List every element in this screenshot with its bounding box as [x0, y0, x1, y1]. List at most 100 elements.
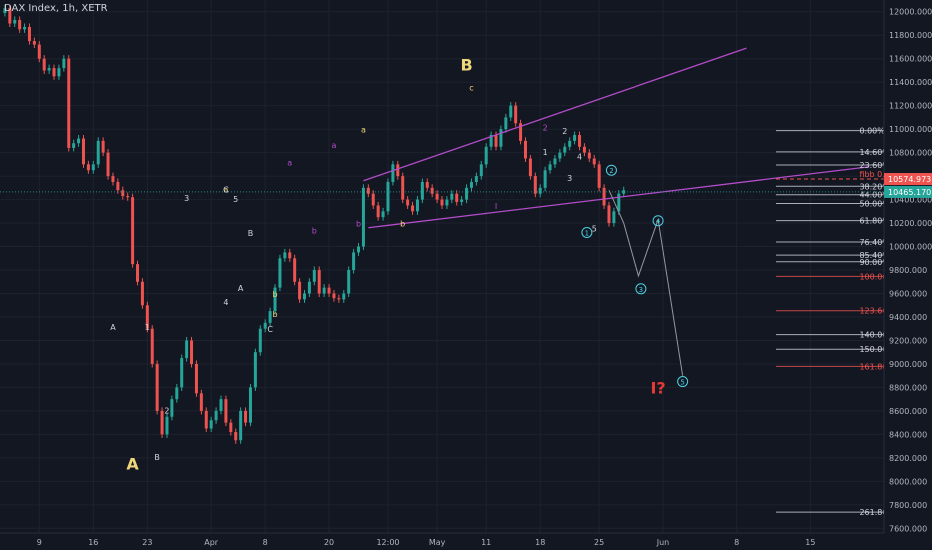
- candle-body: [406, 199, 410, 206]
- candle-body: [499, 129, 503, 147]
- y-tick-label: 8200.000: [889, 454, 927, 463]
- candle-body: [288, 252, 292, 259]
- candle-body: [62, 58, 66, 69]
- candle-body: [420, 181, 424, 200]
- candle-body: [455, 193, 459, 202]
- candle-body: [450, 193, 454, 200]
- candle-body: [425, 181, 429, 188]
- candle-body: [504, 117, 508, 130]
- x-tick-label: 15: [805, 538, 815, 547]
- y-tick-label: 8400.000: [889, 430, 927, 439]
- candle-body: [401, 176, 405, 200]
- y-axis-bg: [884, 0, 932, 550]
- wave-label: B: [248, 229, 254, 238]
- candle-body: [519, 123, 523, 141]
- circled-wave-label: 4: [656, 218, 661, 226]
- candle-body: [224, 399, 228, 423]
- candle-body: [312, 270, 316, 282]
- candle-body: [347, 270, 351, 294]
- trendlines: [363, 47, 870, 229]
- candle-body: [194, 363, 198, 394]
- circled-wave-marker: [652, 215, 664, 227]
- candle-body: [283, 252, 287, 259]
- candle-body: [322, 287, 326, 294]
- wave-label: 2: [543, 123, 548, 132]
- circled-wave-marker: [677, 376, 689, 388]
- candle-body: [136, 264, 140, 282]
- candle-body: [278, 258, 282, 288]
- candle-body: [42, 58, 46, 71]
- candle-body: [8, 8, 12, 24]
- y-tick-label: 10400.000: [889, 196, 932, 205]
- candle-body: [52, 68, 56, 77]
- candle-body: [479, 164, 483, 177]
- candles: [3, 4, 626, 444]
- candle-body: [317, 270, 321, 294]
- x-tick-label: 11: [481, 538, 491, 547]
- x-tick-label: 8: [263, 538, 268, 547]
- candle-body: [248, 387, 252, 423]
- candle-body: [204, 410, 208, 429]
- candle-body: [268, 311, 272, 323]
- circled-wave-label: 5: [680, 379, 684, 387]
- wave-label: A: [238, 284, 244, 293]
- candle-body: [214, 410, 218, 421]
- candle-body: [293, 258, 297, 282]
- candle-body: [106, 152, 110, 177]
- wave-label: 5: [233, 195, 238, 204]
- wave-label: b: [400, 220, 405, 229]
- candle-body: [445, 199, 449, 206]
- candle-body: [131, 197, 135, 265]
- y-tick-label: 12000.000: [889, 8, 932, 17]
- candle-body: [342, 293, 346, 300]
- candle-body: [18, 19, 22, 30]
- candle-body: [96, 140, 100, 165]
- candle-body: [190, 340, 194, 364]
- candle-body: [514, 105, 518, 124]
- wave-label: 4: [577, 153, 582, 162]
- candle-body: [150, 328, 154, 364]
- big-wave-label: I?: [650, 378, 665, 397]
- candle-body: [180, 358, 184, 388]
- candle-body: [381, 211, 385, 218]
- y-tick-label: 11400.000: [889, 78, 932, 87]
- x-tick-label: 9: [37, 538, 42, 547]
- wave-label: 3: [184, 194, 189, 203]
- x-tick-label: 20: [324, 538, 334, 547]
- candle-body: [244, 410, 248, 423]
- candle-body: [523, 140, 527, 159]
- wave-label: c: [469, 83, 473, 92]
- wave-label: b: [312, 227, 317, 236]
- y-tick-label: 9800.000: [889, 266, 927, 275]
- wave-label: C: [267, 325, 273, 334]
- wave-label: 1: [145, 323, 150, 332]
- candle-body: [465, 187, 469, 200]
- wave-label: 5: [592, 224, 597, 233]
- candle-body: [484, 146, 488, 165]
- x-tick-label: 16: [88, 538, 98, 547]
- x-tick-label: 12:00: [376, 538, 399, 547]
- candle-body: [175, 387, 179, 400]
- candle-body: [155, 363, 159, 411]
- x-tick-label: Apr: [204, 538, 219, 547]
- candle-body: [411, 205, 415, 212]
- candle-body: [253, 352, 257, 388]
- x-tick-label: 8: [734, 538, 739, 547]
- wave-label: a: [361, 126, 366, 135]
- candle-body: [3, 8, 7, 13]
- wave-label: b: [272, 290, 277, 299]
- candle-body: [337, 298, 341, 300]
- grid: [0, 0, 884, 533]
- y-tick-label: 9000.000: [889, 360, 927, 369]
- candle-body: [371, 193, 375, 206]
- candle-body: [357, 246, 361, 253]
- candle-body: [602, 187, 606, 206]
- candle-body: [91, 164, 95, 171]
- candle-body: [165, 416, 169, 435]
- candle-body: [573, 135, 577, 141]
- candle-body: [376, 205, 380, 218]
- candle-body: [32, 41, 36, 45]
- y-tick-label: 8800.000: [889, 383, 927, 392]
- candle-body: [229, 422, 233, 433]
